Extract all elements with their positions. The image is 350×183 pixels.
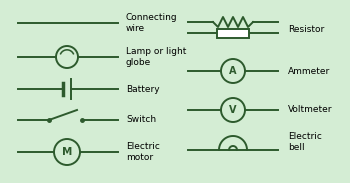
Text: Voltmeter: Voltmeter (288, 106, 332, 115)
Circle shape (221, 59, 245, 83)
Text: V: V (229, 105, 237, 115)
Circle shape (221, 98, 245, 122)
Text: Ammeter: Ammeter (288, 66, 330, 76)
Text: Switch: Switch (126, 115, 156, 124)
Circle shape (54, 139, 80, 165)
Text: Electric
bell: Electric bell (288, 132, 322, 152)
Text: A: A (229, 66, 237, 76)
Text: M: M (62, 147, 72, 157)
Bar (217, 29, 249, 38)
Text: Lamp or light
globe: Lamp or light globe (126, 47, 186, 67)
Text: Battery: Battery (126, 85, 160, 94)
Text: Resistor: Resistor (288, 25, 324, 33)
Text: Connecting
wire: Connecting wire (126, 13, 177, 33)
Text: Electric
motor: Electric motor (126, 142, 160, 162)
